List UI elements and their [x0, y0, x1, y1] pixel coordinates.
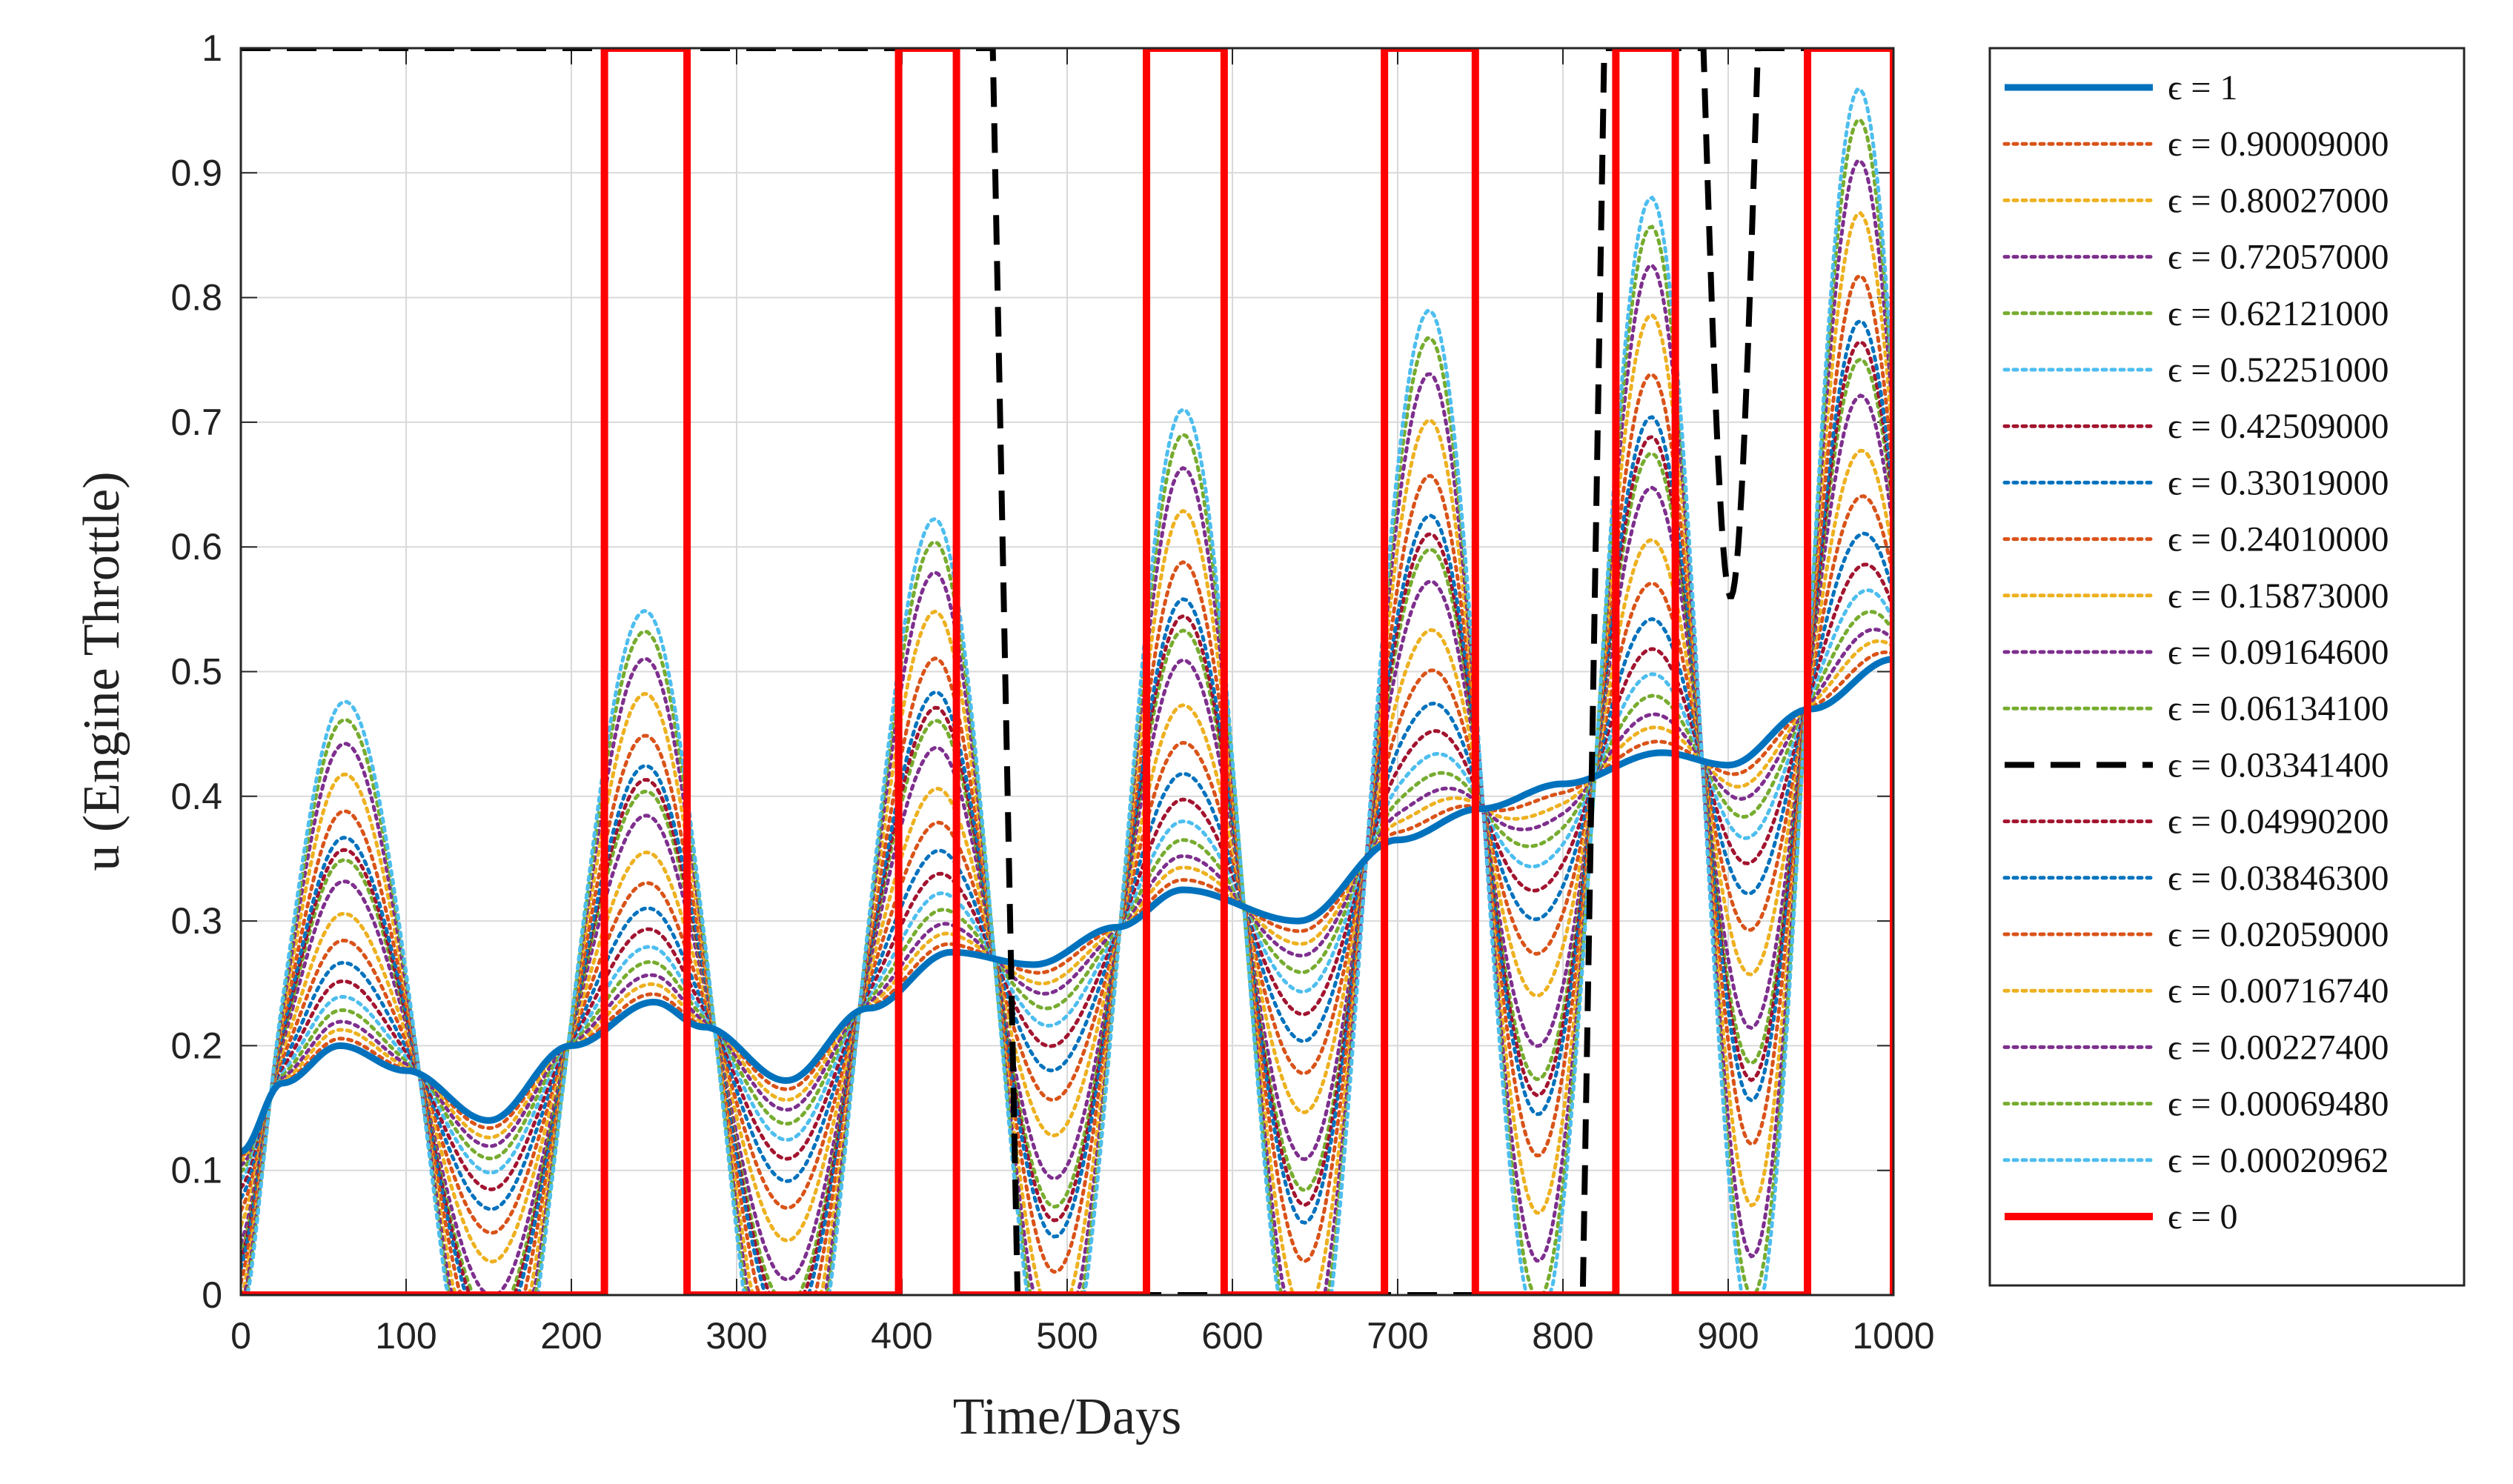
legend-label: ϵ = 0.06134100: [2168, 689, 2389, 728]
x-tick-label: 100: [375, 1315, 436, 1357]
x-tick-label: 600: [1201, 1315, 1263, 1357]
y-tick-label: 0.5: [170, 651, 222, 693]
x-tick-label: 700: [1367, 1315, 1428, 1357]
x-tick-label: 1000: [1852, 1315, 1934, 1357]
series-layer: [241, 48, 1893, 1295]
legend-label: ϵ = 0.33019000: [2168, 463, 2389, 502]
legend-label: ϵ = 0.42509000: [2168, 407, 2389, 446]
legend-label: ϵ = 0.04990200: [2168, 802, 2389, 842]
plot-frame: [239, 47, 1895, 1297]
legend-label: ϵ = 0.72057000: [2168, 238, 2389, 277]
series-line-3: [241, 628, 1893, 1168]
series-line-4: [241, 610, 1893, 1174]
series-line-9: [241, 448, 1893, 1264]
legend-label: ϵ = 0.80027000: [2168, 181, 2389, 220]
y-tick-labels: 0 0.1 0.2 0.3 0.4 0.5 0.6 0.7 0.8 0.9 1: [170, 27, 222, 1316]
x-axis-label: Time/Days: [953, 1388, 1182, 1445]
y-tick-label: 0: [202, 1274, 222, 1316]
y-tick-label: 0.8: [170, 277, 222, 319]
legend-label: ϵ = 0.00227400: [2168, 1028, 2389, 1067]
legend-label: ϵ = 0.00020962: [2168, 1141, 2389, 1180]
legend-label: ϵ = 0.15873000: [2168, 576, 2389, 616]
y-tick-label: 0.7: [170, 402, 222, 443]
legend-label: ϵ = 0.52251000: [2168, 350, 2389, 390]
x-tick-label: 500: [1036, 1315, 1098, 1357]
legend-label: ϵ = 1: [2168, 68, 2238, 107]
series-line-5: [241, 588, 1893, 1181]
x-tick-label: 800: [1532, 1315, 1593, 1357]
legend-label: ϵ = 0.00716740: [2168, 971, 2389, 1011]
legend: ϵ = 1 ϵ = 0.90009000 ϵ = 0.80027000 ϵ = 0.7…: [1988, 47, 2466, 1287]
legend-label: ϵ = 0.90009000: [2168, 124, 2389, 164]
y-tick-label: 1: [202, 27, 222, 69]
legend-label: ϵ = 0.00069480: [2168, 1085, 2389, 1124]
x-tick-label: 400: [871, 1315, 932, 1357]
legend-label: ϵ = 0.62121000: [2168, 294, 2389, 333]
x-tick-label: 900: [1697, 1315, 1759, 1357]
y-tick-label: 0.6: [170, 526, 222, 568]
x-tick-labels: 0 100 200 300 400 500 600 700 800 900 1000: [230, 1315, 1935, 1357]
legend-label: ϵ = 0.03846300: [2168, 859, 2389, 898]
x-tick-label: 300: [706, 1315, 767, 1357]
y-tick-label: 0.3: [170, 900, 222, 942]
y-tick-label: 0.2: [170, 1025, 222, 1066]
series-line-1: [241, 650, 1893, 1158]
y-tick-label: 0.9: [170, 152, 222, 193]
legend-label: ϵ = 0.24010000: [2168, 520, 2389, 559]
legend-box: [1988, 47, 2466, 1287]
legend-label: ϵ = 0.09164600: [2168, 633, 2389, 672]
legend-label: ϵ = 0: [2168, 1197, 2238, 1237]
y-tick-label: 0.1: [170, 1150, 222, 1191]
y-tick-label: 0.4: [170, 776, 222, 817]
series-line-7: [241, 531, 1893, 1211]
legend-label: ϵ = 0.03341400: [2168, 745, 2389, 785]
series-line-8: [241, 494, 1893, 1235]
x-tick-label: 0: [230, 1315, 251, 1357]
y-axis-label: u (Engine Throttle): [73, 471, 130, 871]
legend-label: ϵ = 0.02059000: [2168, 915, 2389, 954]
x-tick-label: 200: [540, 1315, 602, 1357]
